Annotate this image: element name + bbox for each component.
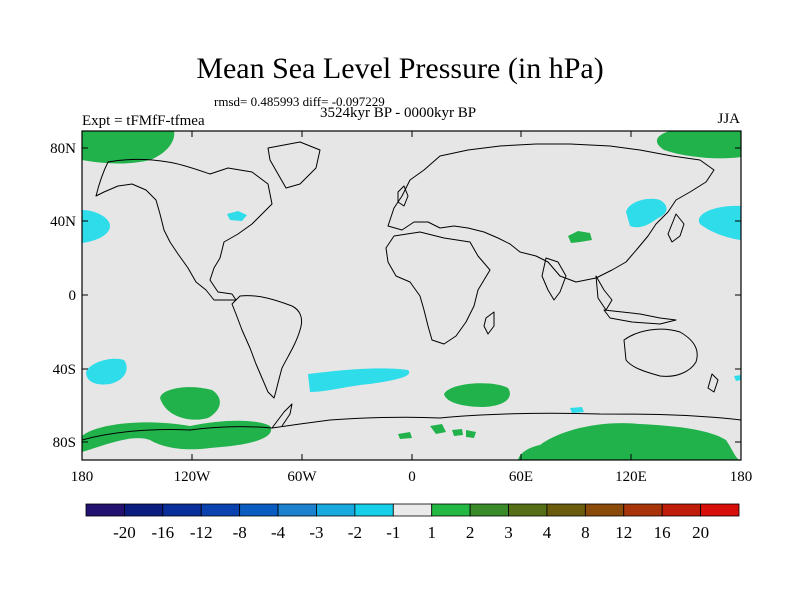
colorbar-swatch	[661, 503, 701, 517]
coast-australia	[623, 328, 698, 377]
colorbar-swatch	[277, 503, 317, 517]
lon-tick-label: 180	[71, 469, 94, 485]
stats-label: rmsd= 0.485993 diff= -0.097229	[214, 94, 385, 109]
anomaly-small-south-1	[570, 407, 584, 413]
anomaly-east-asia	[626, 198, 667, 228]
chart-title: Mean Sea Level Pressure (in hPa)	[196, 52, 604, 85]
anomaly-small-south-2	[734, 375, 741, 381]
coast-japan	[667, 213, 685, 243]
anomaly-ross-small-3	[398, 432, 412, 439]
colorbar-swatch	[354, 503, 394, 517]
anomaly-south-atlantic	[308, 368, 410, 392]
experiment-label: Expt = tFMfF-tfmea	[82, 113, 205, 129]
season-label: JJA	[717, 111, 740, 127]
coast-south-america	[231, 295, 303, 399]
colorbar-label: 4	[543, 523, 552, 542]
colorbar-swatch	[162, 503, 202, 517]
period-label: 3524kyr BP - 0000kyr BP	[320, 105, 477, 121]
anomaly-south-pacific-sw	[86, 358, 127, 385]
lat-tick-label: 80S	[53, 435, 76, 451]
colorbar-swatch	[431, 503, 471, 517]
colorbar-label: 1	[427, 523, 436, 542]
anomaly-arctic-west	[82, 131, 175, 164]
colorbar-swatch	[124, 503, 164, 517]
colorbar-swatch	[508, 503, 548, 517]
lat-tick-label: 40S	[53, 362, 76, 378]
colorbar-label: 8	[581, 523, 590, 542]
colorbar-swatch	[316, 503, 356, 517]
colorbar-swatch	[200, 503, 241, 517]
coast-eurasia	[387, 143, 715, 283]
coast-antarctic-peninsula	[271, 403, 293, 429]
colorbar-label: -16	[151, 523, 174, 542]
anomaly-ross-small-2	[452, 429, 463, 436]
colorbar-swatch	[469, 503, 509, 517]
coast-new-zealand	[707, 373, 719, 393]
anomaly-antarctic-west	[82, 420, 272, 452]
colorbar-swatch	[584, 503, 625, 517]
anomaly-south-pacific	[160, 387, 220, 420]
colorbar: -20 -16 -12 -8 -4 -3 -2 -1 1 2 3 4 8 12 16 20	[85, 503, 740, 542]
coast-indonesia	[603, 309, 677, 325]
colorbar-label: -8	[233, 523, 247, 542]
colorbar-label: -1	[386, 523, 400, 542]
lon-tick-label: 120W	[174, 469, 212, 485]
colorbar-swatch	[546, 503, 586, 517]
anomaly-north-pacific-west	[82, 210, 110, 243]
lon-tick-label: 60W	[287, 469, 317, 485]
colorbar-label: -20	[113, 523, 136, 542]
lon-tick-label: 120E	[615, 469, 647, 485]
coast-north-america	[95, 158, 273, 301]
lat-tick-label: 80N	[50, 141, 76, 157]
colorbar-label: 2	[466, 523, 475, 542]
colorbar-label: -3	[309, 523, 323, 542]
colorbar-label: -4	[271, 523, 286, 542]
colorbar-swatch	[239, 503, 279, 517]
coast-africa	[385, 231, 491, 345]
lon-tick-label: 0	[408, 469, 416, 485]
anomaly-north-pacific-east	[698, 205, 741, 240]
lat-axis: 80N 40N 0 40S 80S	[50, 141, 76, 451]
colorbar-label: 3	[504, 523, 513, 542]
coast-southeast-asia	[595, 275, 613, 311]
anomaly-asia-small	[568, 231, 592, 243]
colorbar-swatch	[700, 503, 740, 517]
lon-tick-label: 180	[730, 469, 753, 485]
coast-india	[541, 257, 567, 301]
coast-uk	[397, 185, 409, 207]
tick-marks	[81, 131, 742, 460]
colorbar-label: 16	[654, 523, 671, 542]
colorbar-label: -12	[190, 523, 213, 542]
colorbar-swatch	[392, 503, 433, 517]
lat-tick-label: 40N	[50, 214, 76, 230]
coast-madagascar	[483, 311, 495, 335]
colorbar-label: -2	[348, 523, 362, 542]
coast-greenland	[267, 141, 321, 189]
anomaly-north-atlantic	[227, 211, 247, 221]
lat-tick-label: 0	[69, 288, 77, 304]
anomaly-ross-small-4	[466, 430, 476, 438]
colorbar-swatch	[85, 503, 125, 517]
anomaly-antarctic-east	[518, 423, 741, 460]
anomaly-arctic-east	[656, 131, 741, 159]
positive-anomalies	[82, 131, 741, 460]
colorbar-swatch	[623, 503, 663, 517]
lon-axis: 180 120W 60W 0 60E 120E 180	[71, 469, 753, 485]
negative-anomalies	[82, 198, 741, 413]
lon-tick-label: 60E	[509, 469, 533, 485]
coast-antarctica	[82, 412, 741, 441]
colorbar-label: 20	[692, 523, 709, 542]
coastlines	[82, 141, 741, 441]
colorbar-label: 12	[615, 523, 632, 542]
anomaly-ross-small-1	[430, 424, 446, 434]
anomaly-south-indian	[444, 383, 510, 407]
